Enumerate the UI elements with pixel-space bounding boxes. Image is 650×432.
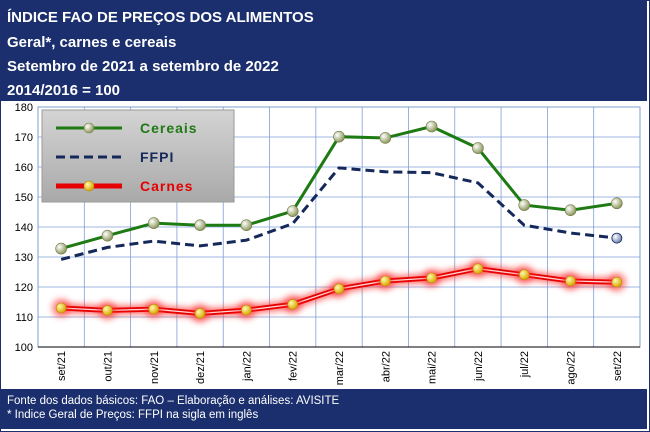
ffpi-end-point [611,232,623,244]
cereais-point [101,229,114,242]
carnes-point [55,302,67,314]
chart-header: ÍNDICE FAO DE PREÇOS DOS ALIMENTOS Geral… [1,1,647,101]
carnes-point [194,308,206,319]
cereais-point [194,219,206,231]
ffpi-line [60,166,618,261]
x-tick-label: set/21 [56,351,68,381]
x-tick-label: mar/22 [334,351,346,385]
x-tick-label: jul/22 [519,351,531,378]
chart-base: 2014/2016 = 100 [7,82,121,99]
source-note: Fonte dos dados básicos: FAO – Elaboraçã… [7,395,340,407]
legend-carnes-marker [83,180,95,192]
cereais-point [425,120,438,133]
x-tick-label: nov/21 [149,351,161,384]
legend-cereais-marker [83,122,95,134]
carnes-point [611,276,623,288]
cereais-point [518,199,531,211]
x-tick-label: ago/22 [566,351,578,385]
y-tick-label: 160 [15,162,33,174]
carnes-point [148,303,160,315]
cereais-point [564,204,577,216]
cereais-point [472,142,484,154]
carnes-point [241,304,252,316]
y-tick-label: 110 [15,312,33,324]
y-tick-label: 130 [15,252,33,264]
cereais-point [55,242,67,255]
cereais-point [379,132,392,144]
cereais-point [611,197,623,210]
y-tick-label: 120 [15,282,33,294]
legend-label-carnes: Carnes [140,178,193,194]
x-tick-label: dez/21 [195,351,207,384]
cereais-point [240,219,253,231]
carnes-point [426,272,437,284]
carnes-point [518,269,530,281]
x-tick-label: fev/22 [288,351,300,381]
x-tick-label: set/22 [612,351,624,381]
y-tick-label: 170 [15,132,33,144]
y-tick-label: 140 [15,222,33,234]
carnes-point [380,275,391,287]
carnes-point [102,305,113,316]
chart-subtitle: Geral*, carnes e cereais [7,34,177,51]
x-tick-label: jan/22 [241,351,253,382]
legend-label-ffpi: FFPI [140,149,174,165]
carnes-point [287,299,298,310]
y-tick-label: 180 [15,102,33,114]
chart-legend: Cereais FFPI Carnes [41,109,235,203]
cereais-point [147,217,160,229]
carnes-point [565,275,576,287]
cereais-point [333,130,345,143]
cereais-point [286,205,299,217]
chart-footer: Fonte dos dados básicos: FAO – Elaboraçã… [1,389,647,429]
x-tick-label: mai/22 [427,351,439,384]
chart-title: ÍNDICE FAO DE PREÇOS DOS ALIMENTOS [7,9,314,26]
carnes-point [472,263,484,275]
y-tick-label: 100 [15,342,33,354]
y-tick-label: 150 [15,192,33,204]
carnes-point [333,283,345,295]
x-tick-label: out/21 [102,351,114,382]
x-tick-label: jun/22 [473,351,485,382]
ffpi-note: * Indice Geral de Preços: FFPI na sigla … [7,409,259,421]
chart-period: Setembro de 2021 a setembro de 2022 [7,58,279,75]
legend-label-cereais: Cereais [140,120,198,136]
x-tick-label: abr/22 [380,351,392,382]
